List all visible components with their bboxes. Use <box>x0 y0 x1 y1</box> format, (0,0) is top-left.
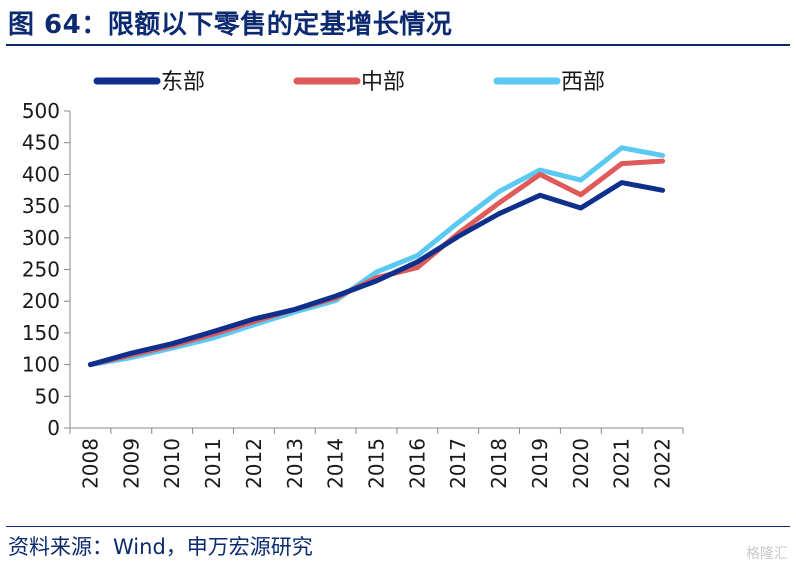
source-note: 资料来源：Wind，申万宏源研究 <box>8 535 313 559</box>
watermark: 格隆汇 <box>746 546 788 562</box>
y-tick-label: 350 <box>22 194 60 218</box>
x-tick-label: 2022 <box>651 438 675 489</box>
source-divider <box>6 526 790 527</box>
legend-label-1: 东部 <box>161 70 205 95</box>
legend-label-2: 中部 <box>361 70 405 95</box>
x-tick-label: 2014 <box>324 438 348 489</box>
x-tick-label: 2017 <box>446 438 470 489</box>
y-tick-label: 400 <box>22 162 60 186</box>
y-tick-label: 150 <box>22 321 60 345</box>
x-tick-label: 2008 <box>78 438 102 489</box>
y-tick-label: 200 <box>22 289 60 313</box>
legend-label-3: 西部 <box>561 70 605 95</box>
x-tick-label: 2009 <box>119 438 143 489</box>
y-tick-label: 0 <box>47 416 60 440</box>
x-tick-label: 2013 <box>283 438 307 489</box>
series-lines <box>87 145 666 368</box>
x-tick-label: 2012 <box>242 438 266 489</box>
figure-title: 图 64：限额以下零售的定基增长情况 <box>8 10 453 40</box>
y-tick-label: 250 <box>22 258 60 282</box>
y-tick-label: 300 <box>22 226 60 250</box>
x-axis: 2008 2009 2010 2011 2012 2013 2014 2015 2016 2017… <box>69 427 684 489</box>
y-tick-label: 500 <box>22 99 60 123</box>
y-tick-label: 100 <box>22 353 60 377</box>
x-tick-label: 2020 <box>569 438 593 489</box>
series-line-3 <box>87 145 666 368</box>
x-tick-label: 2018 <box>487 438 511 489</box>
y-tick-label: 450 <box>22 131 60 155</box>
line-chart: 东部 中部 西部 0 50 100 150 200 250 300 350 400 450 500 20… <box>22 70 684 489</box>
x-tick-label: 2016 <box>405 438 429 489</box>
x-tick-label: 2021 <box>610 438 634 489</box>
x-tick-label: 2019 <box>528 438 552 489</box>
x-tick-label: 2011 <box>201 438 225 489</box>
series-line-2 <box>87 158 666 368</box>
x-tick-label: 2010 <box>160 438 184 489</box>
series-line-1 <box>87 180 666 368</box>
x-tick-label: 2015 <box>365 438 389 489</box>
y-tick-label: 50 <box>35 384 60 408</box>
title-divider <box>6 44 790 46</box>
legend: 东部 中部 西部 <box>93 70 605 95</box>
y-axis: 0 50 100 150 200 250 300 350 400 450 500 <box>22 99 71 440</box>
